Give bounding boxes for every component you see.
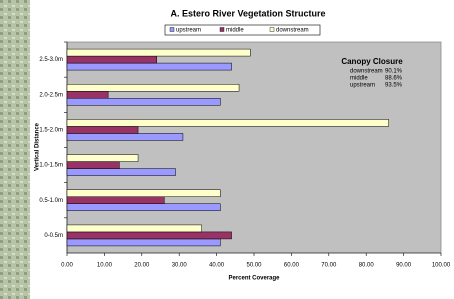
page: {"chart_data": {"type": "hbar", "title":… [0, 0, 454, 299]
x-tick-label: 80.00 [359, 263, 375, 269]
legend-label: downstream [276, 28, 309, 34]
x-tick-label: 40.00 [209, 263, 225, 269]
bar [67, 197, 164, 204]
annotation-label: downstream [350, 69, 383, 75]
annotation-value: 90.1% [385, 69, 403, 75]
y-tick-label: 1.5-2.0m [39, 127, 63, 133]
y-tick-label: 2.0-2.5m [39, 92, 63, 98]
bar [67, 98, 220, 105]
bar [67, 239, 220, 246]
bar [67, 169, 175, 176]
bar [67, 56, 157, 63]
bar [67, 119, 389, 126]
legend-swatch [270, 28, 274, 32]
x-tick-label: 100.00 [432, 263, 451, 269]
x-tick-label: 50.00 [246, 263, 262, 269]
y-tick-label: 0-0.5m [44, 233, 63, 239]
x-tick-label: 0.00 [61, 263, 73, 269]
bar [67, 91, 108, 98]
annotation-title: Canopy Closure [341, 57, 403, 66]
bar [67, 155, 138, 162]
legend-label: middle [226, 28, 244, 34]
annotation-label: upstream [350, 83, 375, 89]
chart: A. Estero River Vegetation Structure Per… [0, 0, 454, 299]
x-tick-label: 60.00 [284, 263, 300, 269]
bar [67, 126, 138, 133]
annotation-value: 88.6% [385, 76, 403, 82]
x-tick-label: 30.00 [172, 263, 188, 269]
legend-swatch [170, 28, 174, 32]
y-tick-label: 2.5-3.0m [39, 57, 63, 63]
annotation-label: middle [350, 76, 368, 82]
y-tick-label: 0.5-1.0m [39, 198, 63, 204]
legend-swatch [220, 28, 224, 32]
x-tick-label: 20.00 [134, 263, 150, 269]
x-tick-label: 90.00 [396, 263, 412, 269]
background-photo [0, 0, 30, 299]
y-tick-label: 1.0-1.5m [39, 163, 63, 169]
legend-label: upstream [176, 28, 201, 34]
bar [67, 204, 220, 211]
bar [67, 133, 183, 140]
chart-title: A. Estero River Vegetation Structure [170, 8, 325, 18]
bar [67, 63, 232, 70]
bar [67, 190, 220, 197]
bar [67, 84, 239, 91]
annotation-value: 93.5% [385, 83, 403, 89]
bar [67, 232, 232, 239]
x-axis-label: Percent Coverage [228, 276, 280, 282]
bar [67, 162, 119, 169]
x-tick-label: 10.00 [97, 263, 113, 269]
bar [67, 49, 250, 56]
x-tick-label: 70.00 [321, 263, 337, 269]
bar [67, 225, 202, 232]
